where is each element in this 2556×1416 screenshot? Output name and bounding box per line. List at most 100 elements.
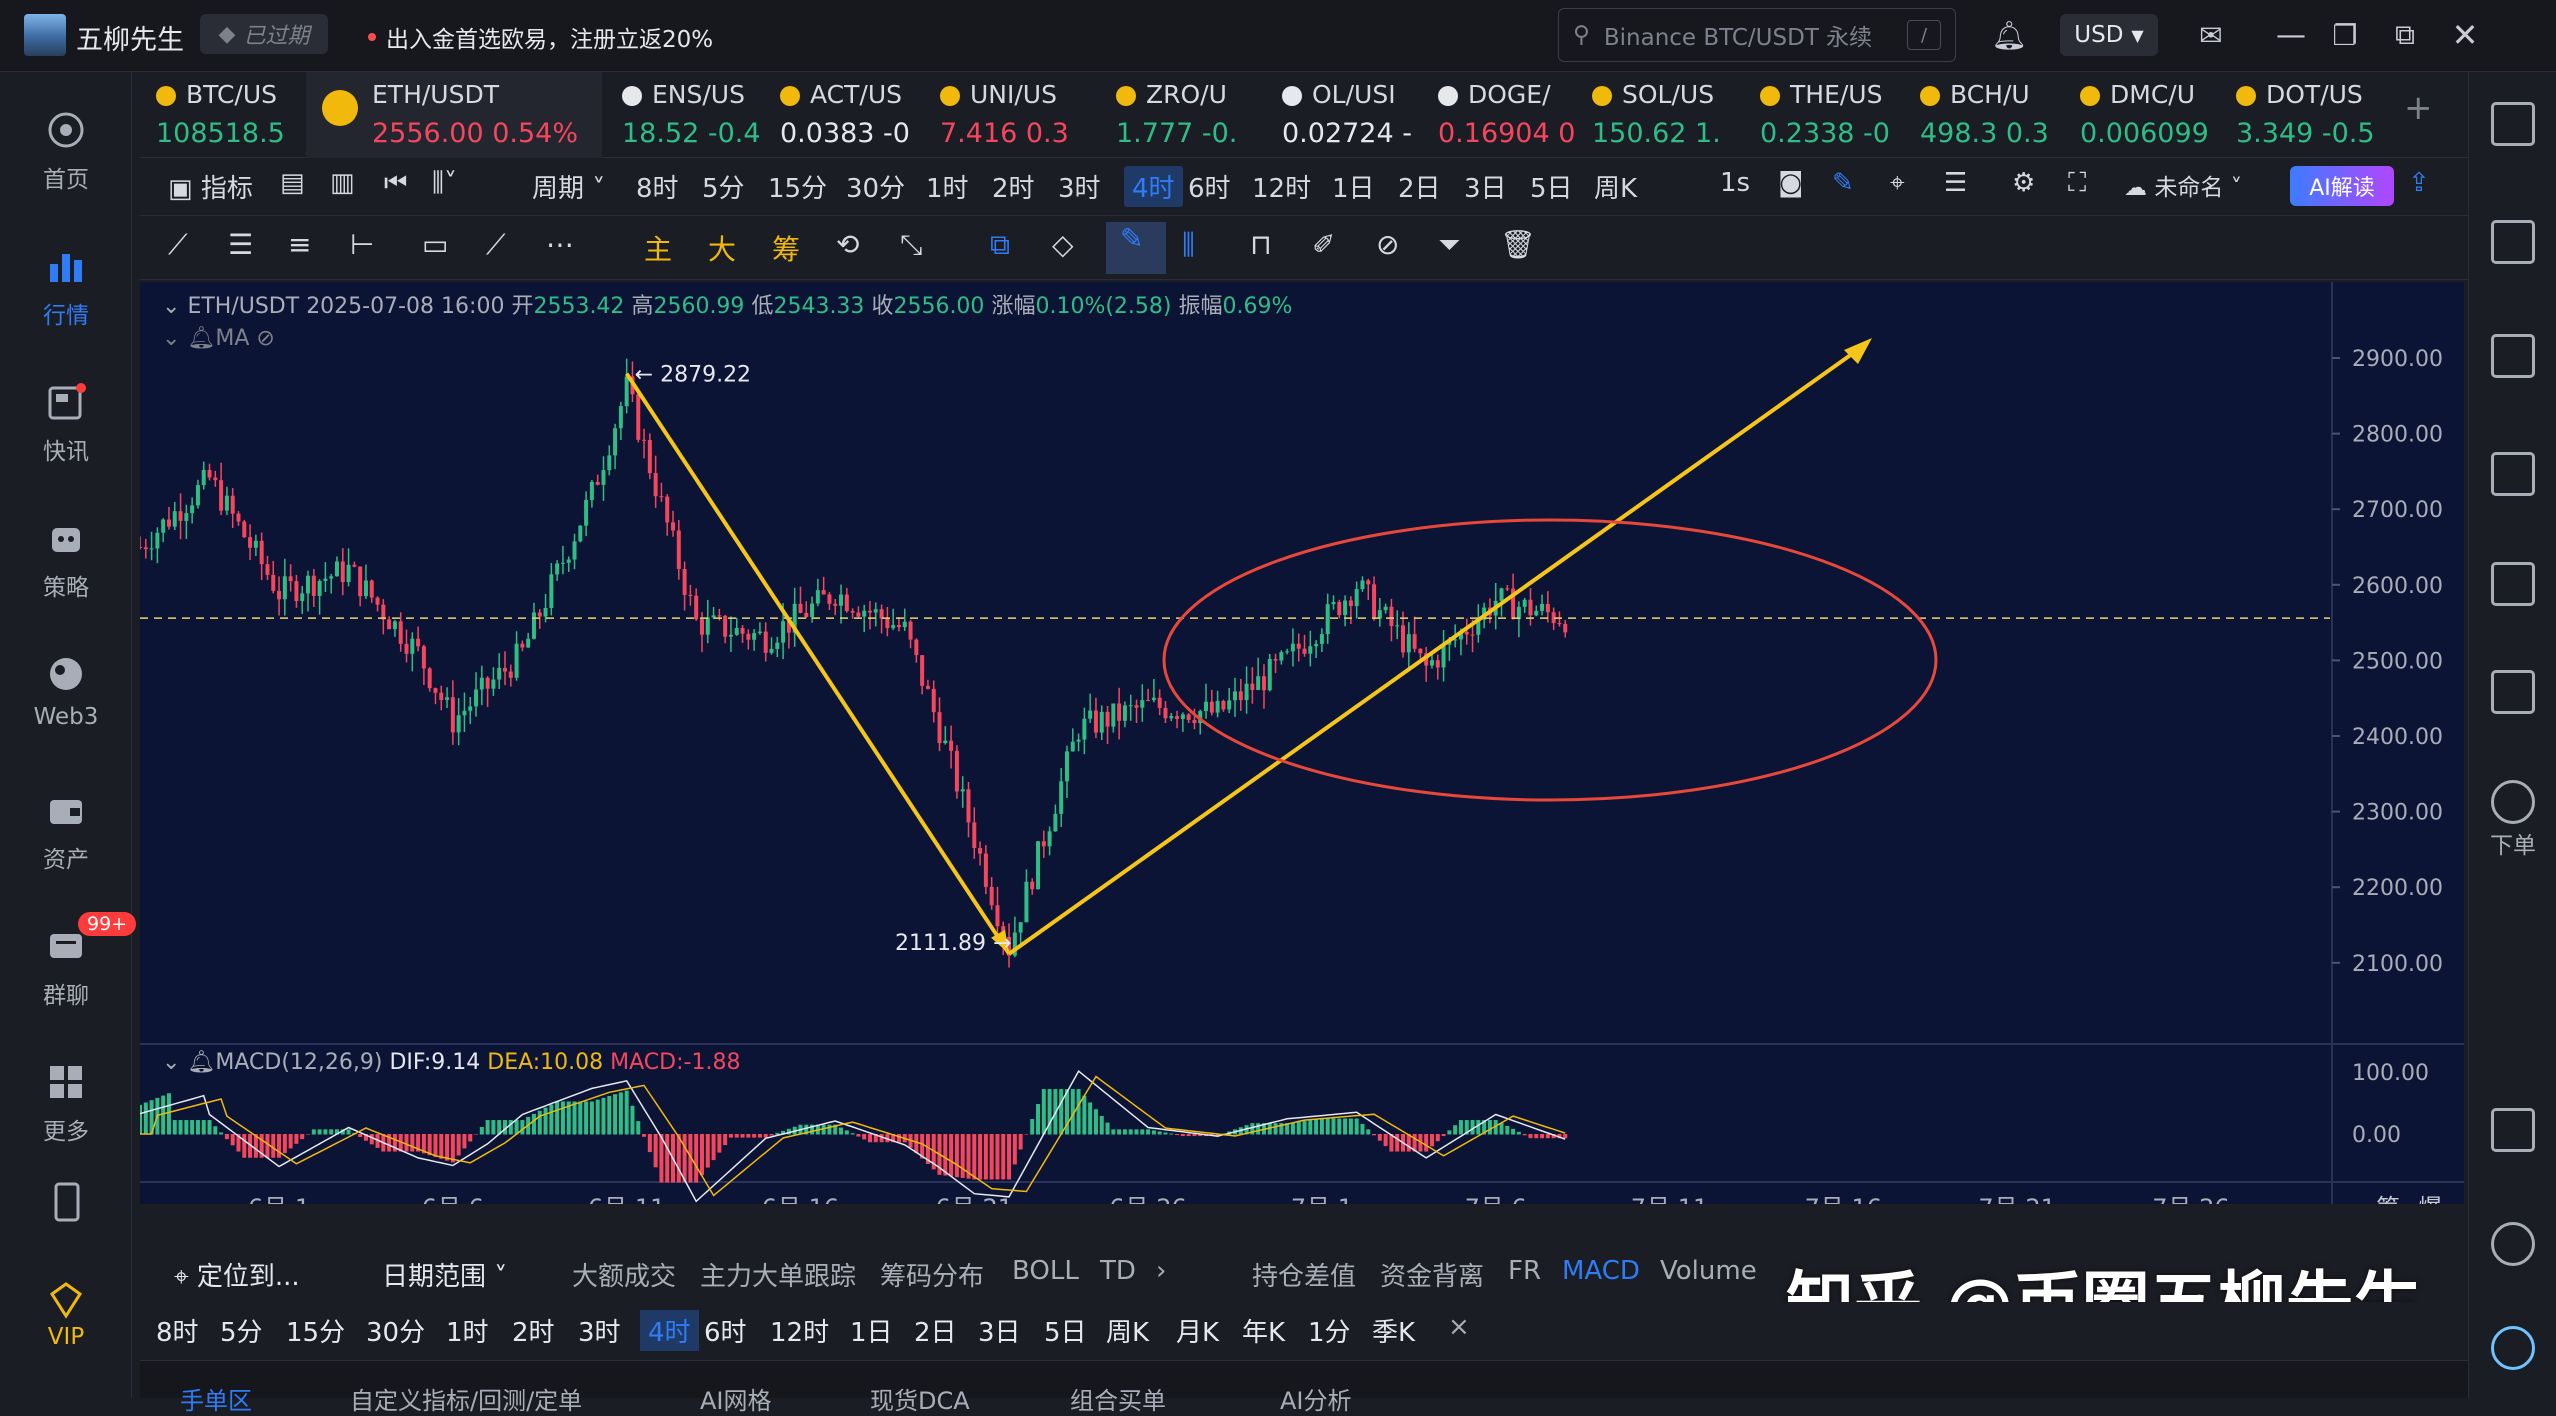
interval-13[interactable]: 5日 (1530, 174, 1573, 204)
bottom-interval-3[interactable]: 30分 (366, 1318, 426, 1348)
bottom-interval-10[interactable]: 1日 (850, 1318, 893, 1348)
ticker-tab[interactable]: DMC/U 0.006099 (2080, 72, 2230, 158)
period-button[interactable]: 周期 ˅ (532, 174, 606, 204)
ticker-tab[interactable]: ENS/US 18.52 -0.4 (622, 72, 772, 158)
share-icon[interactable]: ⇪ (2408, 168, 2430, 198)
candle-type-icon[interactable]: ⫼˅ (432, 168, 457, 198)
indicator-item[interactable]: 大额成交 (572, 1262, 677, 1292)
big-order-button[interactable]: 大 (708, 233, 737, 266)
support-icon[interactable] (2491, 1222, 2535, 1266)
indicator-item[interactable]: 主力大单跟踪 (700, 1262, 857, 1292)
indicator-item[interactable]: Volume (1660, 1256, 1757, 1286)
parallel-lines-icon[interactable]: ☰ (228, 228, 254, 261)
pin-window-icon[interactable]: ❐ (2332, 18, 2358, 52)
bottom-interval-13[interactable]: 5日 (1044, 1318, 1087, 1348)
replay-icon[interactable]: ⏮ (384, 168, 408, 198)
interval-5[interactable]: 2时 (992, 174, 1035, 204)
list-icon[interactable] (2491, 102, 2535, 146)
trash-icon[interactable]: 🗑︎ (1500, 228, 1536, 261)
calendar-icon[interactable]: ▤ (280, 168, 305, 198)
etf-icon[interactable] (2491, 670, 2535, 714)
interval-8[interactable]: 6时 (1188, 174, 1231, 204)
bottom-interval-11[interactable]: 2日 (914, 1318, 957, 1348)
chevron-right-icon[interactable]: › (1156, 1256, 1167, 1286)
bottom-interval-2[interactable]: 15分 (286, 1318, 346, 1348)
measure-icon[interactable]: ⤡ (900, 228, 923, 261)
ai-interpret-button[interactable]: AI解读 (2290, 166, 2394, 206)
price-chart[interactable]: 2900.00 2800.00 2700.00 2600.00 2500.00 2400.… (140, 282, 2464, 1204)
bottom-interval-16[interactable]: 年K (1242, 1318, 1286, 1348)
promo-banner[interactable]: 出入金首选欧易，注册立返20% (368, 20, 713, 54)
indicator-item[interactable]: BOLL (1012, 1256, 1079, 1286)
link-icon[interactable]: ⊘ (1376, 228, 1400, 261)
sidebar-item-home[interactable]: 首页 (0, 108, 132, 194)
sidebar-item-vip[interactable]: VIP (0, 1278, 132, 1350)
bottom-interval-0[interactable]: 8时 (156, 1318, 199, 1348)
interval-0[interactable]: 8时 (636, 174, 679, 204)
bar-chart-icon[interactable] (2491, 452, 2535, 496)
refresh-rate[interactable]: 1s (1720, 168, 1751, 198)
panel-tab[interactable]: 自定义指标/回测/定单 (350, 1387, 583, 1415)
sidebar-item-market[interactable]: 行情 (0, 244, 132, 330)
panel-tab[interactable]: 组合买单 (1070, 1387, 1166, 1415)
lock-drawing-icon[interactable]: ⊓ (1250, 228, 1272, 261)
main-indicator-button[interactable]: 主 (644, 233, 673, 266)
sync-icon[interactable]: ⟲ (836, 228, 860, 261)
bottom-interval-17[interactable]: 1分 (1308, 1318, 1351, 1348)
layout-name-select[interactable]: ☁ 未命名 ˅ (2124, 175, 2243, 201)
settings-list-icon[interactable]: ☰ (1944, 168, 1968, 198)
dollar-icon[interactable] (2491, 334, 2535, 378)
line-tool-icon[interactable]: ⟋ (168, 228, 188, 261)
ma-indicator-line[interactable]: ⌄ 🔔︎MA ⊘ (162, 326, 275, 351)
more-tools-icon[interactable]: ⋯ (546, 228, 574, 261)
indicator-item[interactable]: 持仓差值 (1252, 1262, 1357, 1292)
interval-7[interactable]: 4时 (1124, 166, 1183, 207)
panel-tab[interactable]: AI网格 (700, 1387, 772, 1415)
bottom-interval-8[interactable]: 6时 (704, 1318, 747, 1348)
interval-6[interactable]: 3时 (1058, 174, 1101, 204)
interval-9[interactable]: 12时 (1252, 174, 1312, 204)
sidebar-item-device[interactable] (0, 1180, 132, 1232)
ticker-tab[interactable]: SOL/US 150.62 1. (1592, 72, 1742, 158)
fullscreen-icon[interactable]: ⛶ (2068, 168, 2087, 198)
sidebar-item-more[interactable]: 更多 (0, 1060, 132, 1146)
panel-tab[interactable]: 现货DCA (870, 1387, 970, 1415)
draw-mode-icon[interactable]: ✎ (1106, 222, 1166, 274)
fib-tool-icon[interactable]: ≡ (288, 228, 312, 261)
edit-drawing-icon[interactable]: ✐ (1312, 228, 1336, 261)
ticker-tab[interactable]: THE/US 0.2338 -0 (1760, 72, 1910, 158)
close-window-icon[interactable]: ✕ (2451, 16, 2479, 54)
locate-button[interactable]: ⌖ 定位到... (174, 1262, 300, 1292)
bottom-interval-18[interactable]: 季K (1372, 1318, 1416, 1348)
interval-14[interactable]: 周K (1594, 174, 1638, 204)
collapse-icon[interactable]: ⌄ (162, 1050, 181, 1075)
interval-10[interactable]: 1日 (1332, 174, 1375, 204)
ticker-tab[interactable]: ACT/US 0.0383 -0 (780, 72, 930, 158)
bottom-interval-15[interactable]: 月K (1176, 1318, 1220, 1348)
ticker-tab[interactable]: BCH/U 498.3 0.3 (1920, 72, 2070, 158)
filter-icon[interactable]: ⏷ (1438, 228, 1461, 261)
sidebar-item-chat[interactable]: 99+ 群聊 (0, 912, 137, 1010)
mail-icon[interactable]: ✉ (2199, 18, 2223, 52)
document-icon[interactable] (2491, 220, 2535, 264)
ticker-tab[interactable]: DOGE/0.16904 0 (1438, 72, 1588, 158)
sidebar-item-assets[interactable]: 资产 (0, 788, 132, 874)
chart-canvas[interactable]: 2900.00 2800.00 2700.00 2600.00 2500.00 2400.… (140, 282, 2464, 1204)
sidebar-item-news[interactable]: 快讯 (0, 380, 132, 466)
ticker-tab[interactable]: OL/USI 0.02724 - (1282, 72, 1432, 158)
bottom-interval-9[interactable]: 12时 (770, 1318, 830, 1348)
indicator-item[interactable]: 资金背离 (1380, 1262, 1485, 1292)
indicator-item[interactable]: TD (1100, 1256, 1136, 1286)
camera-icon[interactable]: ◙ (1778, 168, 1804, 198)
bottom-interval-5[interactable]: 2时 (512, 1318, 555, 1348)
assistant-icon[interactable] (2491, 1326, 2535, 1370)
bottom-interval-12[interactable]: 3日 (978, 1318, 1021, 1348)
monitor-icon[interactable] (2491, 562, 2535, 606)
brush-tool-icon[interactable]: ⟋ (486, 228, 506, 261)
bottom-interval-4[interactable]: 1时 (446, 1318, 489, 1348)
currency-select[interactable]: USD ▼ (2060, 14, 2158, 56)
ticker-tab[interactable]: DOT/US 3.349 -0.5 (2236, 72, 2386, 158)
minimize-icon[interactable]: — (2276, 17, 2306, 53)
rectangle-tool-icon[interactable]: ▭ (422, 228, 449, 261)
split-layout-icon[interactable]: ▥ (330, 168, 355, 198)
